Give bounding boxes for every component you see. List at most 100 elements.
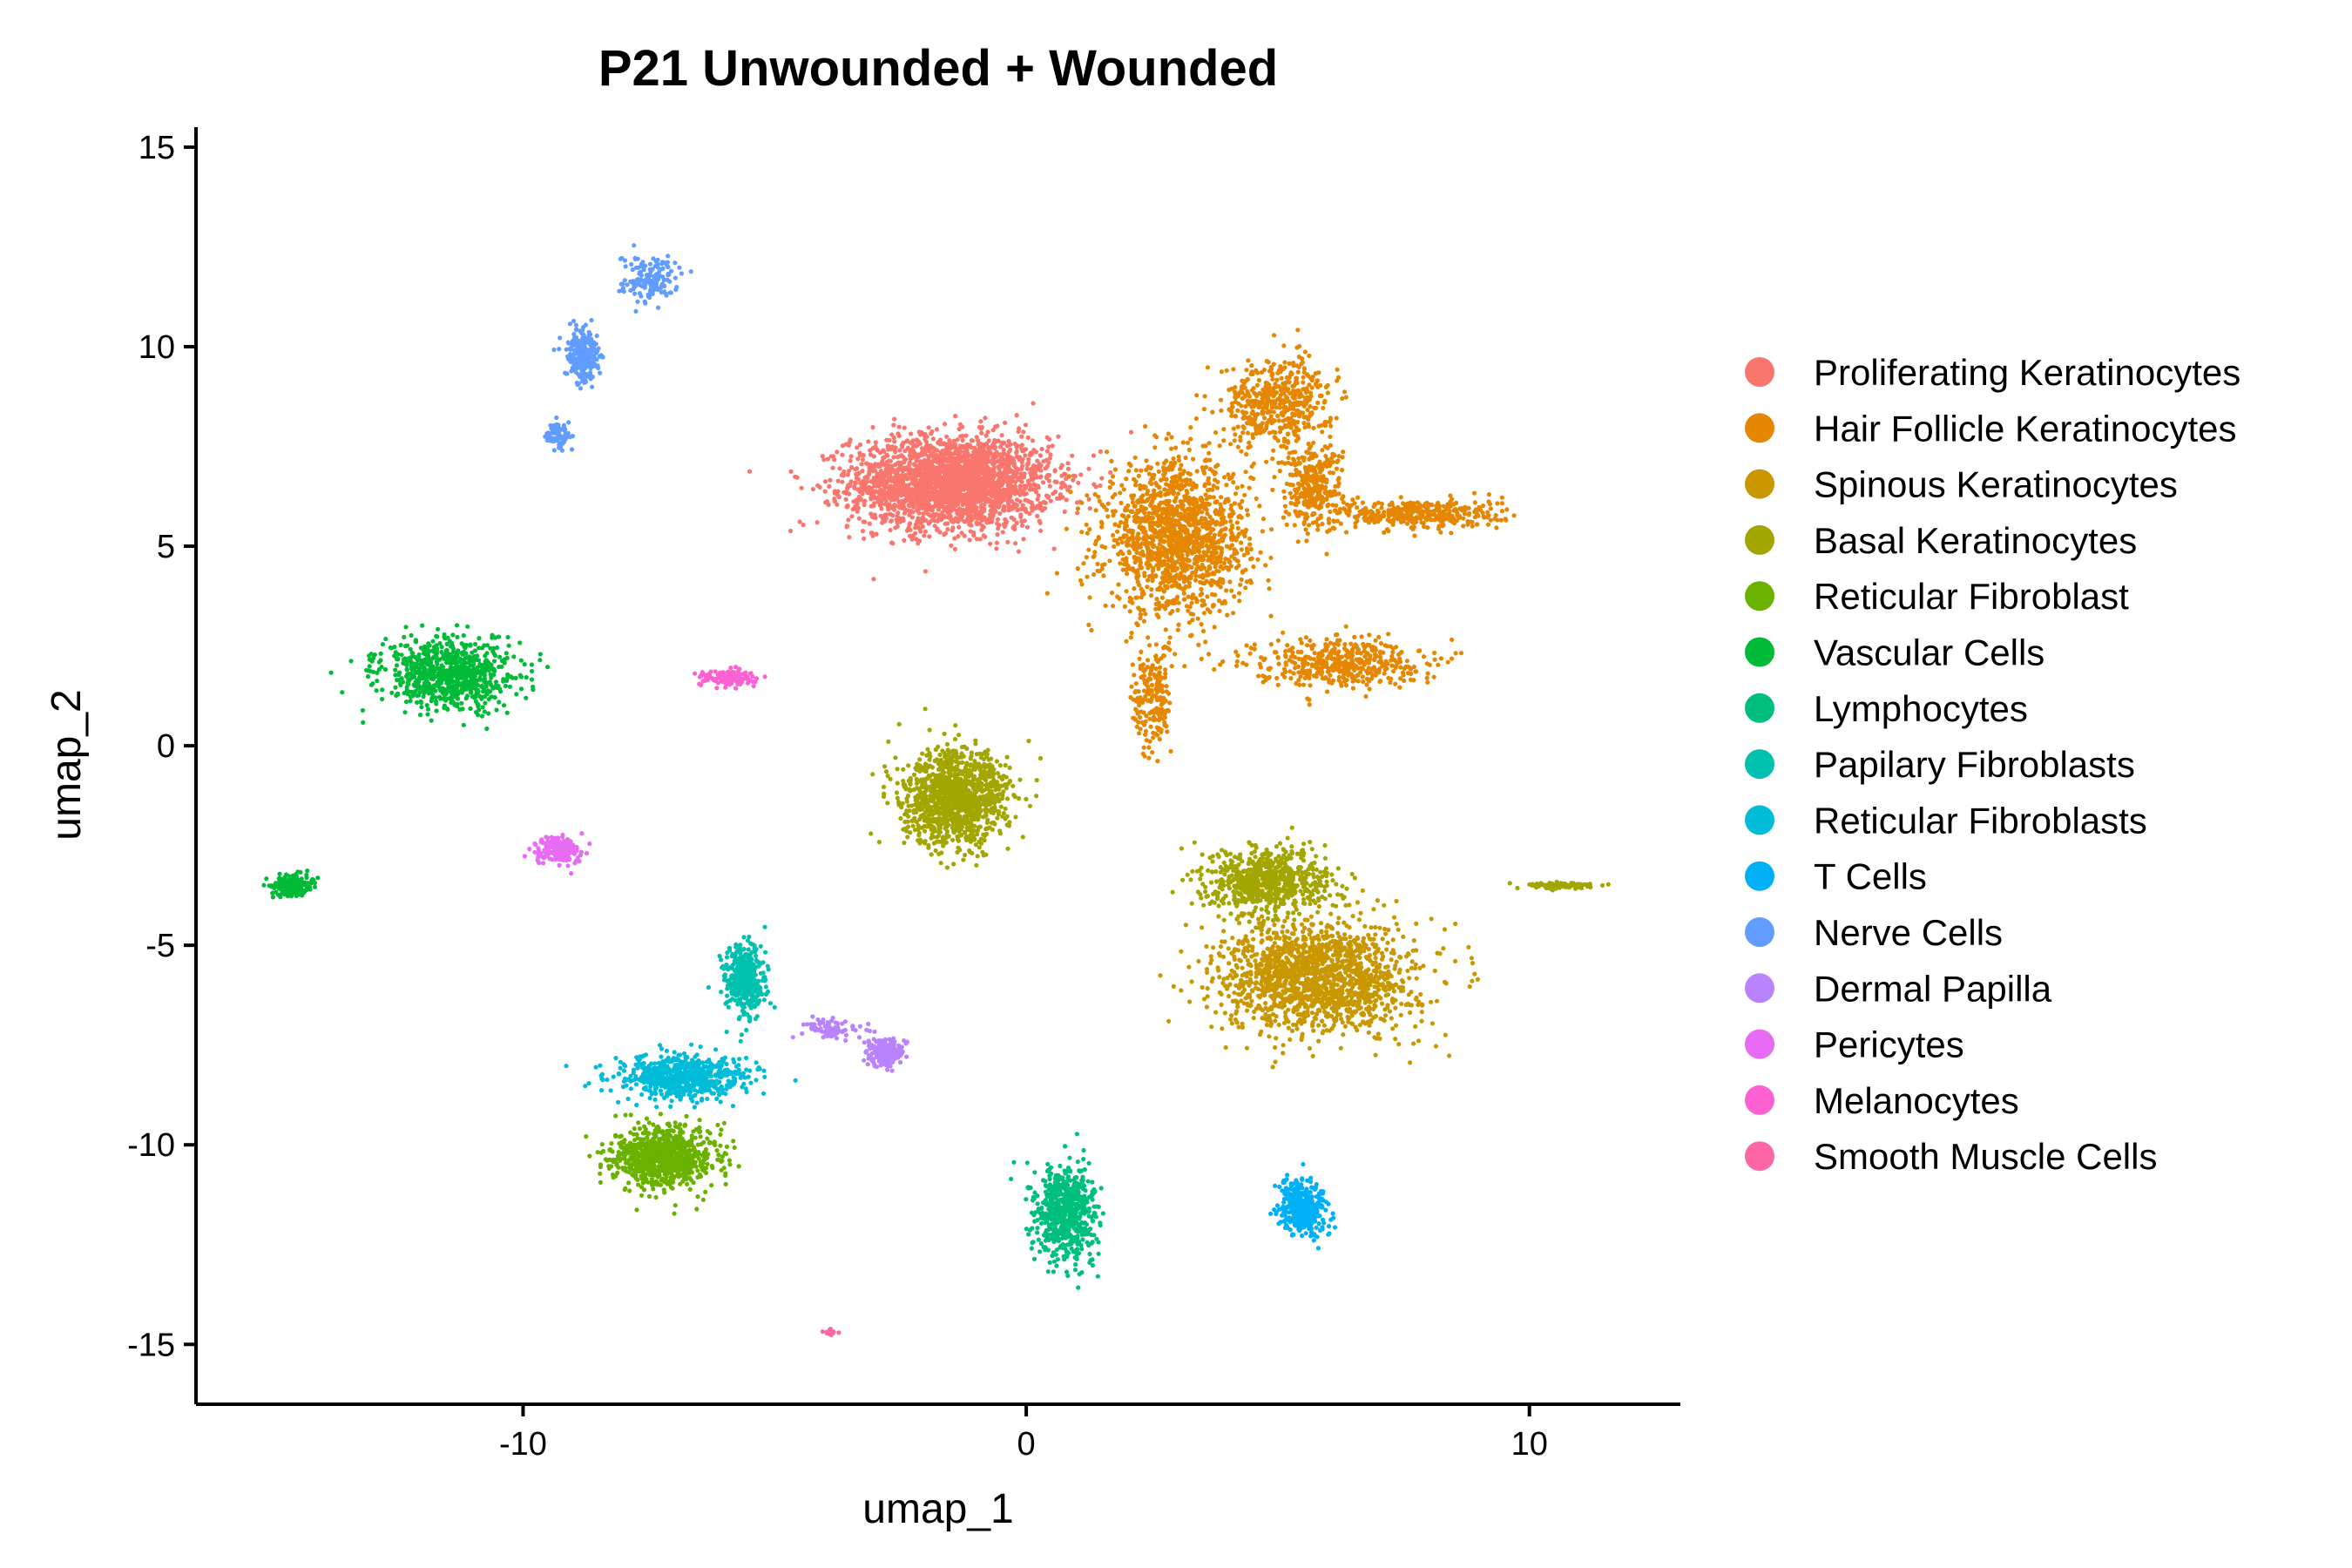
data-point [848,483,853,489]
data-point [947,494,952,500]
data-point [907,504,912,509]
data-point [1124,556,1129,561]
data-point [1240,424,1246,429]
data-point [1135,516,1140,521]
data-point [971,530,977,536]
data-point [929,468,935,473]
data-point [1495,517,1500,523]
data-point [1302,424,1308,430]
data-point [1202,458,1207,463]
data-point [908,474,914,479]
data-point [1207,467,1213,472]
data-point [1119,519,1124,525]
data-point [1177,583,1182,588]
data-point [826,502,831,508]
data-point [994,454,999,459]
data-point [1237,591,1242,596]
data-point [957,449,963,454]
data-point [1129,631,1134,636]
data-point [896,431,901,436]
data-point [1145,585,1150,590]
data-point [1176,622,1181,627]
data-point [927,534,932,539]
data-point [902,449,908,454]
data-point [1328,434,1333,439]
data-point [1205,594,1210,599]
data-point [1021,537,1026,542]
data-point [888,518,894,524]
data-point [1334,416,1339,421]
data-point [1161,539,1167,544]
data-point [921,494,926,499]
data-point [914,499,919,505]
data-point [934,482,939,487]
data-point [1002,440,1007,445]
data-point [1305,407,1310,413]
data-point [975,455,980,461]
data-point [1201,407,1206,412]
data-point [1044,474,1050,479]
data-point [862,499,867,504]
scatter-points [261,243,1611,1337]
data-point [1287,422,1292,428]
data-point [1200,539,1205,544]
data-point [1240,498,1245,504]
data-point [1244,451,1249,457]
data-point [901,454,906,459]
data-point [1136,531,1141,537]
data-point [1233,565,1239,571]
data-point [1499,509,1504,514]
data-point [1286,431,1291,436]
data-point [1474,522,1479,527]
data-point [1139,497,1144,502]
data-point [1066,474,1071,479]
data-point [1301,375,1306,380]
data-point [1291,406,1296,411]
data-point [1138,616,1143,621]
data-point [1135,568,1140,573]
data-point [982,476,987,481]
data-point [1234,485,1240,490]
data-point [917,538,923,544]
data-point [848,454,854,459]
data-point [967,522,972,527]
data-point [1130,500,1135,505]
data-point [977,466,983,471]
data-point [984,490,990,496]
data-point [1174,596,1179,602]
data-point [1248,475,1254,480]
data-point [1143,423,1148,429]
data-point [1231,367,1236,372]
data-point [1092,553,1097,558]
data-point [904,439,909,444]
data-point [1375,511,1381,517]
data-point [1012,441,1017,447]
data-point [1354,515,1359,521]
data-point [788,528,794,534]
data-point [1239,403,1244,409]
data-point [855,466,860,471]
data-point [1159,575,1165,580]
data-point [980,462,985,467]
data-point [1156,614,1161,619]
data-point [967,515,972,520]
data-point [1038,474,1044,479]
data-point [897,448,902,453]
data-point [1281,515,1286,520]
data-point [1062,471,1067,476]
data-point [1210,409,1215,415]
data-point [810,486,816,492]
data-point [1013,474,1018,479]
data-point [1092,571,1097,578]
data-point [979,424,984,430]
data-point [1222,526,1227,531]
data-point [923,434,928,439]
data-point [945,527,950,532]
data-point [1123,561,1128,567]
data-point [1342,389,1348,395]
data-point [1301,421,1307,426]
data-point [1198,579,1203,585]
data-point [1360,500,1365,505]
data-point [1135,508,1140,513]
data-point [1254,431,1259,436]
